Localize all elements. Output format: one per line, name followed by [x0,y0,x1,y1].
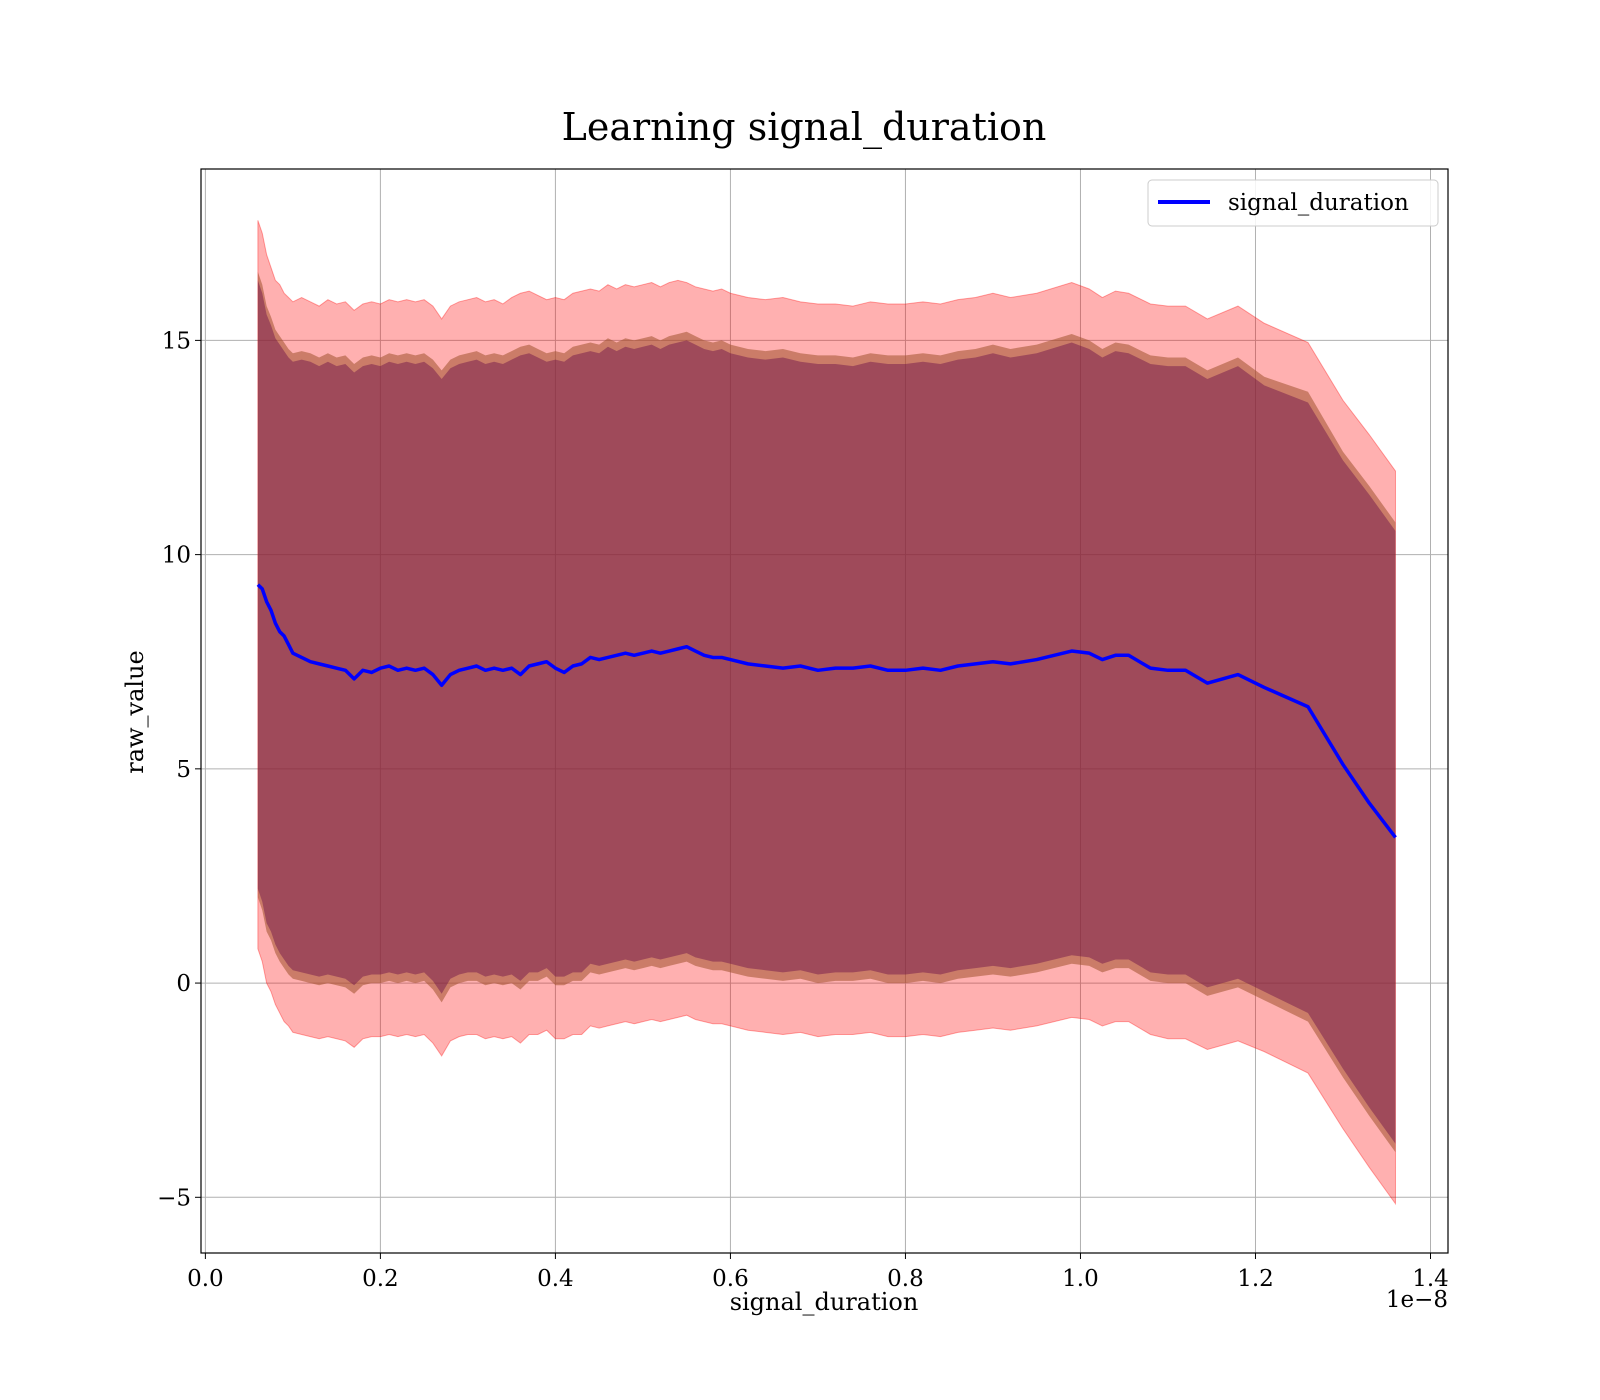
legend-entry-signal-duration: signal_duration [1228,190,1409,216]
chart-title: Learning signal_duration [562,105,1047,150]
x-tick-label: 0.6 [712,1266,749,1292]
y-tick-label: 0 [176,971,191,997]
band-inner [257,280,1396,1144]
x-axis-ticks: 0.0 0.2 0.4 0.6 0.8 1.0 1.2 1.4 [187,1253,1449,1292]
x-tick-label: 0.0 [187,1266,224,1292]
y-axis-label: raw_value [121,650,149,774]
y-axis-ticks: −5 0 5 10 15 [157,328,201,1211]
legend-box [1147,179,1439,227]
x-axis-label: signal_duration [730,1288,919,1316]
x-tick-label: 1.2 [1237,1266,1274,1292]
x-tick-label: 0.8 [887,1266,924,1292]
y-tick-label: 5 [176,757,191,783]
legend: signal_duration [1147,179,1439,227]
x-tick-label: 0.4 [537,1266,574,1292]
band-middle [257,271,1396,1153]
y-tick-label: 15 [162,328,191,354]
series-lines [256,583,1397,839]
x-tick-label: 0.2 [362,1266,399,1292]
y-tick-label: −5 [157,1185,191,1211]
confidence-bands [257,220,1396,1206]
y-tick-label: 10 [162,543,191,569]
x-axis-offset-label: 1e−8 [1386,1287,1448,1313]
series-line-signal-duration [256,583,1397,839]
plot-frame [200,168,1449,1254]
x-tick-label: 1.0 [1062,1266,1099,1292]
x-tick-label: 1.4 [1412,1266,1449,1292]
